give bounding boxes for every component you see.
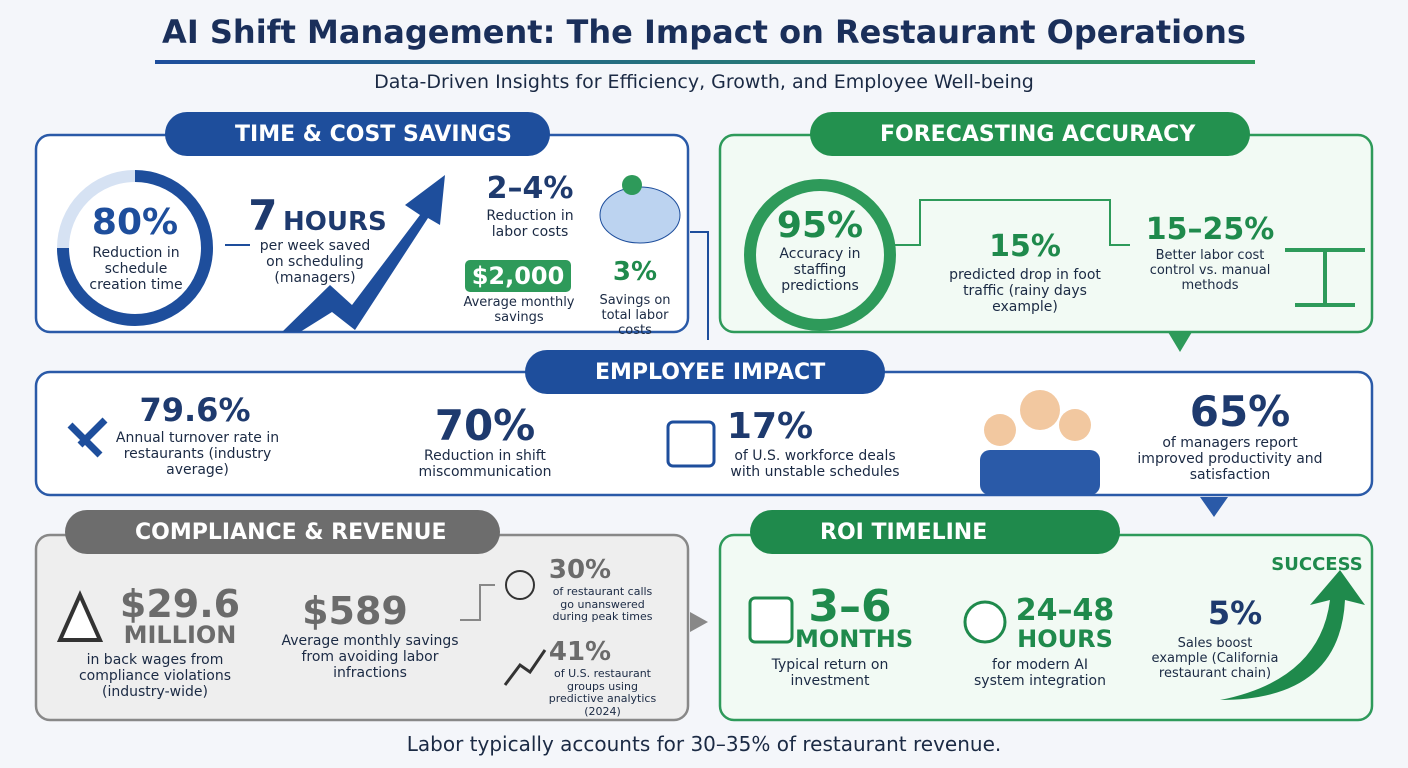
- success-label: SUCCESS: [1271, 554, 1363, 575]
- stat-label: Savings on total labor costs: [599, 293, 671, 338]
- stat-value: 3%: [612, 257, 658, 287]
- stat-label: Reduction in labor costs: [486, 208, 574, 241]
- stat-label: per week saved on scheduling (managers): [259, 238, 371, 287]
- calendar-icon: [748, 596, 794, 644]
- stat-label: Annual turnover rate in restaurants (ind…: [115, 430, 280, 479]
- chain-icon: [67, 417, 108, 458]
- title: AI Shift Management: The Impact on Resta…: [162, 13, 1246, 51]
- warning-icon: [56, 590, 104, 642]
- stat-value: 24–48: [1015, 593, 1115, 628]
- connector: [690, 231, 709, 340]
- people-bodies: [980, 450, 1100, 495]
- stat-value: $2,000: [465, 260, 571, 292]
- stat-value: 5%: [1207, 594, 1263, 632]
- stat-value: 7 HOURS: [245, 191, 390, 240]
- subtitle: Data-Driven Insights for Efficiency, Gro…: [374, 71, 1034, 93]
- stat-label: Typical return on investment: [771, 657, 889, 690]
- stat-value: 65%: [1189, 387, 1291, 436]
- title-underline: [155, 60, 1255, 64]
- stat-value: $29.6: [119, 582, 241, 626]
- pointer: [1200, 497, 1228, 517]
- pointer: [690, 612, 708, 632]
- stat-label: Sales boost example (California restaura…: [1151, 636, 1279, 681]
- stat-value: 41%: [548, 637, 612, 667]
- phone-icon: [505, 570, 535, 600]
- stat-label: Reduction in schedule creation time: [89, 245, 183, 294]
- stat-label: in back wages from compliance violations…: [78, 652, 232, 701]
- stat-label: of restaurant calls go unanswered during…: [552, 585, 653, 624]
- section-heading: ROI TIMELINE: [750, 510, 1120, 554]
- piggy-bank: [599, 186, 681, 244]
- stat-value: 15%: [989, 229, 1061, 264]
- stat-label: for modern AI system integration: [974, 657, 1106, 690]
- footer: Labor typically accounts for 30–35% of r…: [406, 732, 1002, 756]
- chart-icon: [503, 649, 547, 686]
- stat-value: 15–25%: [1145, 212, 1275, 247]
- stat-label: predicted drop in foot traffic (rainy da…: [949, 267, 1101, 316]
- stat-label: Reduction in shift miscommunication: [418, 448, 552, 481]
- stat-value: 80%: [91, 202, 179, 243]
- stat-unit: MONTHS: [795, 625, 914, 653]
- scale-icon: [1285, 248, 1365, 307]
- stat-label: of managers report improved productivity…: [1137, 435, 1323, 484]
- stopwatch-icon: [963, 600, 1007, 644]
- stat-value: $589: [302, 589, 408, 633]
- stat-number: 7: [248, 191, 278, 240]
- connector: [460, 584, 495, 621]
- coin: [622, 175, 642, 195]
- section-heading: TIME & COST SAVINGS: [165, 112, 550, 156]
- stat-value: 70%: [434, 401, 536, 450]
- stat-label: Average monthly savings: [463, 295, 575, 325]
- growth-arrow: [282, 175, 445, 332]
- connector: [890, 199, 1130, 246]
- person: [984, 414, 1016, 446]
- section-heading: EMPLOYEE IMPACT: [525, 350, 885, 394]
- success-arrow: [1220, 570, 1365, 700]
- section-heading: COMPLIANCE & REVENUE: [65, 510, 500, 554]
- stat-value: 17%: [726, 406, 814, 447]
- stat-value: 3–6: [808, 581, 892, 632]
- calendar-icon: [666, 420, 716, 468]
- stat-unit: MILLION: [123, 621, 237, 649]
- ring: [57, 170, 213, 326]
- person: [1059, 409, 1091, 441]
- stat-value: 95%: [776, 205, 864, 246]
- ring: [744, 179, 896, 331]
- person: [1020, 390, 1060, 430]
- stat-value: 30%: [548, 555, 612, 585]
- stat-value: 79.6%: [139, 391, 251, 429]
- stat-unit: HOURS: [1017, 625, 1113, 653]
- stat-unit: HOURS: [283, 207, 387, 237]
- stat-label: of U.S. restaurant groups using predicti…: [548, 667, 657, 718]
- stat-label: Accuracy in staffing predictions: [779, 246, 861, 295]
- pointer: [1168, 332, 1192, 352]
- stat-value: 2–4%: [486, 171, 574, 206]
- stat-label: Better labor cost control vs. manual met…: [1149, 248, 1271, 293]
- section-heading: FORECASTING ACCURACY: [810, 112, 1250, 156]
- stat-label: Average monthly savings from avoiding la…: [281, 633, 459, 682]
- stat-label: of U.S. workforce deals with unstable sc…: [730, 448, 900, 481]
